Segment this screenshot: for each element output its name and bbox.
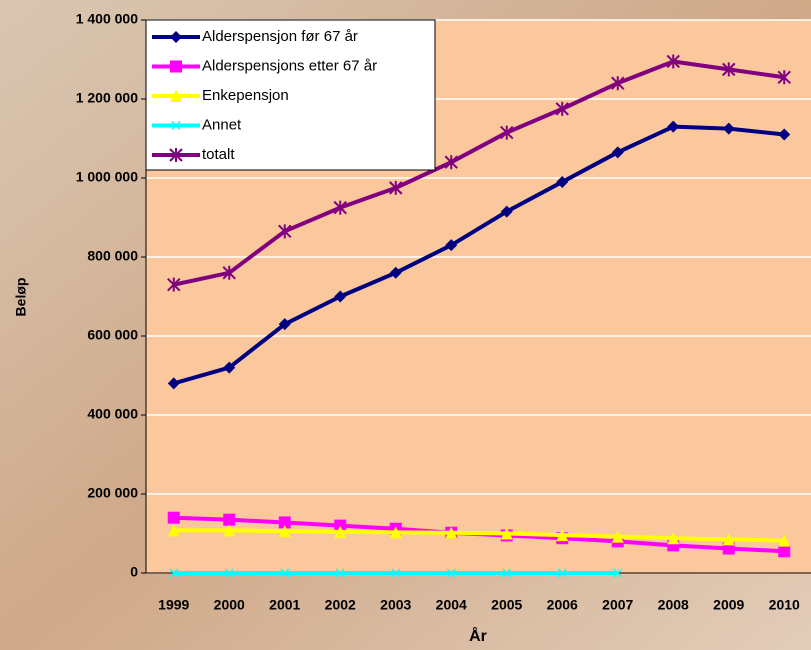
y-tick-label: 1 000 000 xyxy=(76,169,138,185)
x-tick-label: 1999 xyxy=(158,597,189,613)
marker xyxy=(170,61,182,73)
y-tick-label: 1 400 000 xyxy=(76,11,138,27)
marker-shape xyxy=(778,545,790,557)
x-tick-label: 2000 xyxy=(214,597,245,613)
marker-shape xyxy=(168,512,180,524)
y-tick-label: 600 000 xyxy=(87,327,138,343)
legend-label: Alderspensjon før 67 år xyxy=(202,28,358,45)
y-tick-label: 1 200 000 xyxy=(76,90,138,106)
x-tick-label: 2005 xyxy=(491,597,522,613)
x-tick-label: 2001 xyxy=(269,597,300,613)
y-axis-label: Beløp xyxy=(13,278,29,317)
legend-label: Alderspensjons etter 67 år xyxy=(202,57,377,74)
x-tick-label: 2008 xyxy=(658,597,689,613)
marker-shape xyxy=(223,514,235,526)
x-tick-label: 2010 xyxy=(769,597,800,613)
x-tick-label: 2006 xyxy=(547,597,578,613)
marker xyxy=(168,512,180,524)
x-tick-label: 2007 xyxy=(602,597,633,613)
legend-label: Annet xyxy=(202,116,242,133)
x-tick-label: 2009 xyxy=(713,597,744,613)
x-axis-label: År xyxy=(469,626,487,645)
y-tick-label: 800 000 xyxy=(87,248,138,264)
chart: Beløp År 0 200 000 400 000 600 000 800 000 1 … xyxy=(0,0,811,650)
y-tick-label: 0 xyxy=(130,564,138,580)
marker xyxy=(223,514,235,526)
y-tick-label: 200 000 xyxy=(87,485,138,501)
x-tick-label: 2004 xyxy=(436,597,467,613)
legend: Alderspensjon før 67 år Alderspensjons et… xyxy=(146,20,435,170)
marker-shape xyxy=(170,61,182,73)
y-tick-label: 400 000 xyxy=(87,406,138,422)
legend-label: totalt xyxy=(202,146,235,163)
x-tick-label: 2002 xyxy=(325,597,356,613)
x-tick-label: 2003 xyxy=(380,597,411,613)
legend-label: Enkepensjon xyxy=(202,87,289,104)
marker xyxy=(778,545,790,557)
